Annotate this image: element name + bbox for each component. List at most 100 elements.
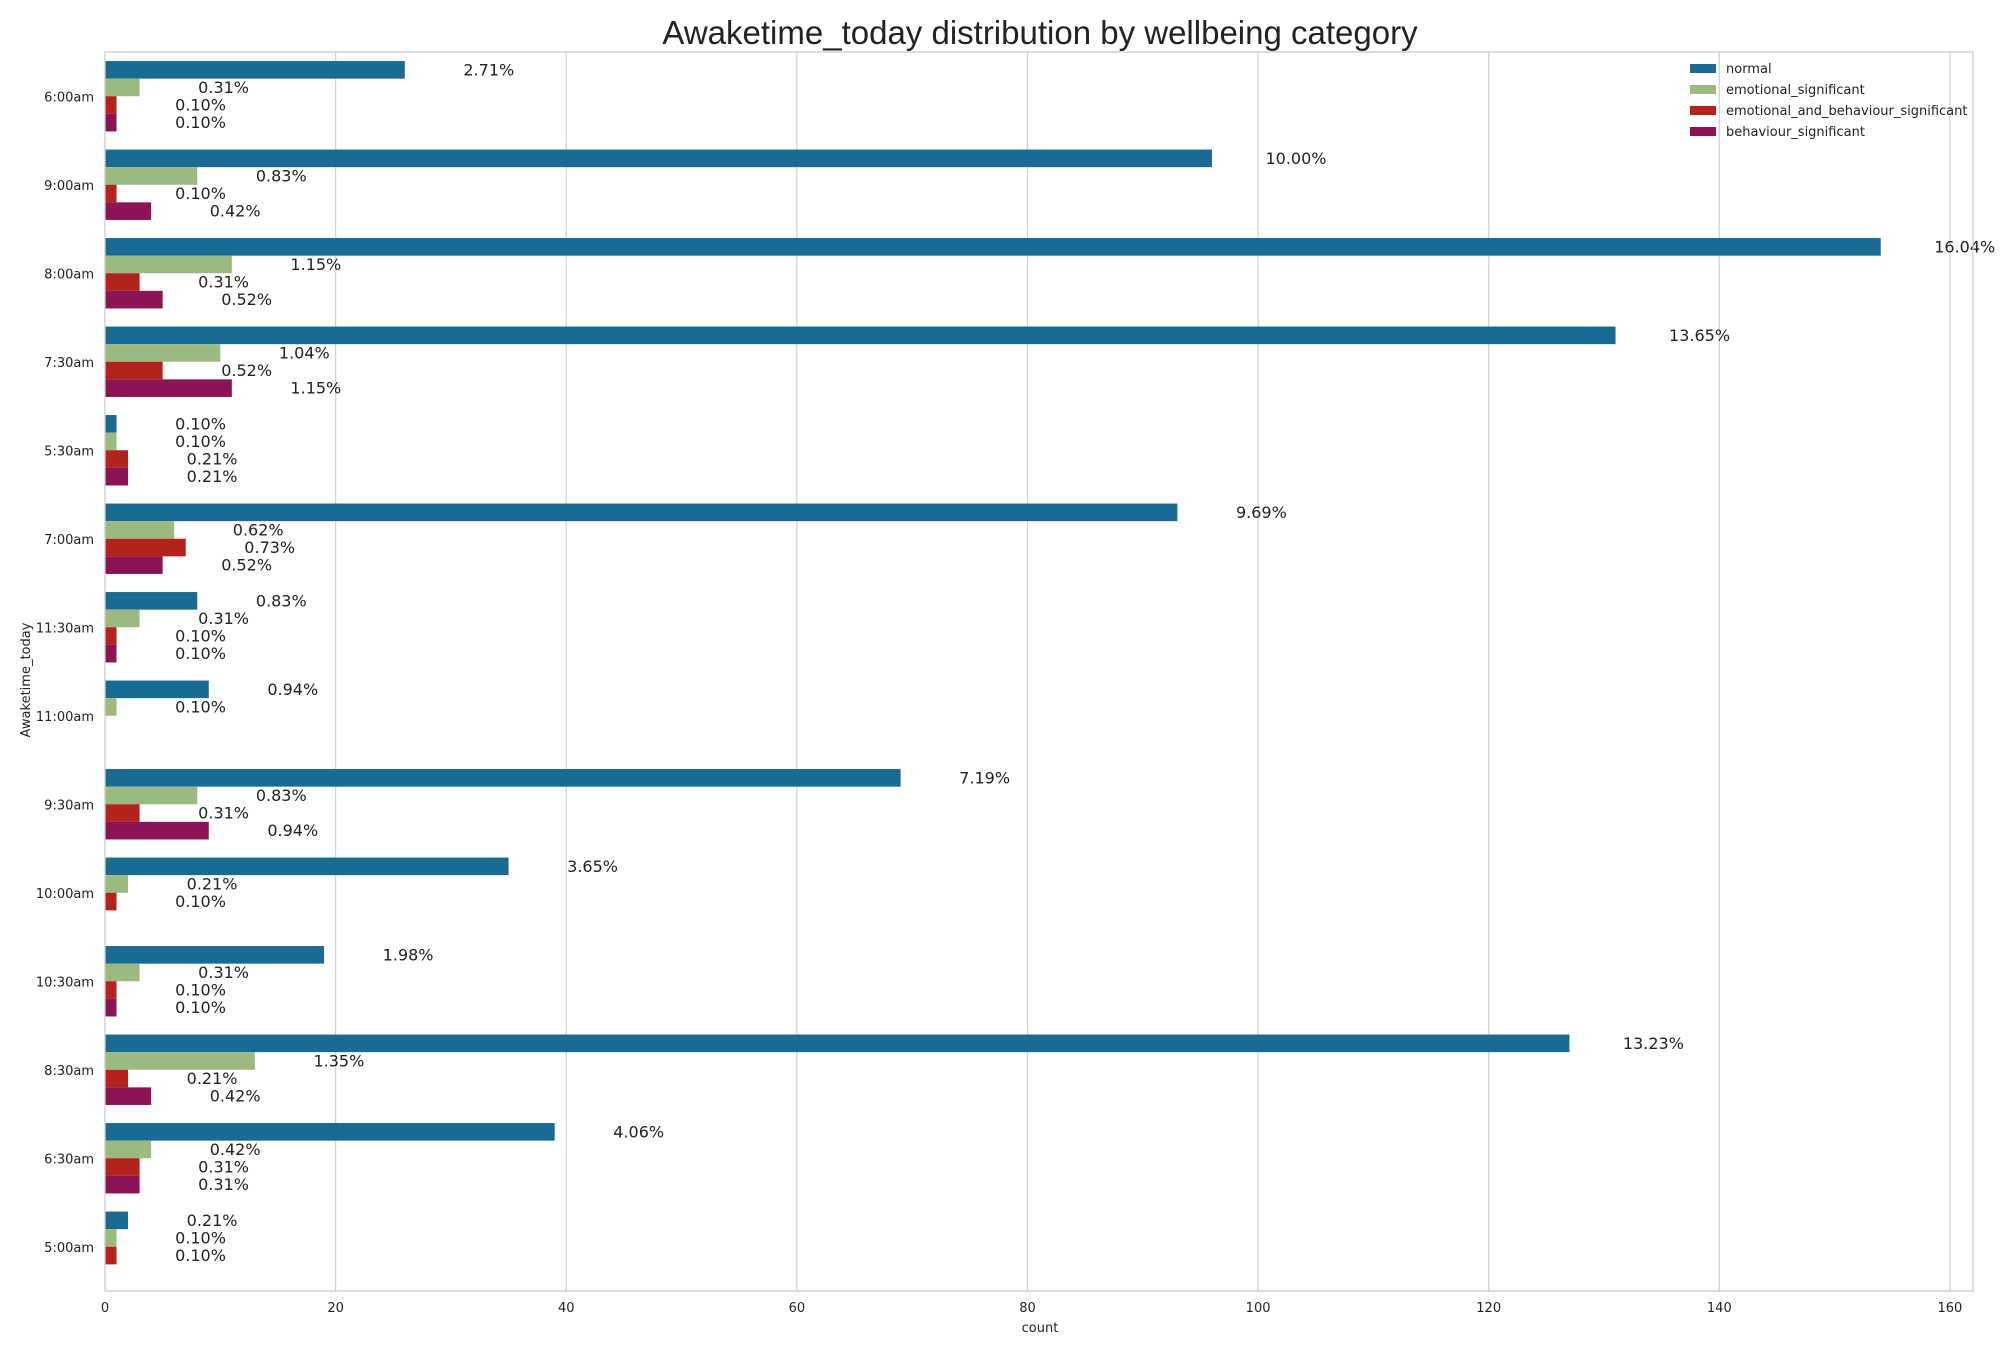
legend-swatch [1690,85,1716,94]
legend-swatch [1690,106,1716,115]
bar [105,556,163,574]
bar [105,769,901,787]
legend: normal emotional_significant emotional_and… [1690,62,1967,140]
bar [105,1123,555,1141]
bar [105,644,117,663]
bar [105,96,117,114]
bar-value-label: 0.94% [267,821,318,840]
bar-value-label: 0.10% [175,998,226,1017]
plot-frame [104,51,1974,1292]
bar-value-label: 0.31% [198,1158,249,1177]
bar-value-label: 1.35% [313,1051,364,1070]
legend-label: behaviour_significant [1726,125,1865,140]
y-tick-label: 7:00am [44,533,94,548]
bar-value-label: 0.10% [175,432,226,451]
y-axis-ticks: 6:00am 9:00am 8:00am 7:30am 5:30am 7:00am 11:3… [36,90,94,1256]
y-axis-label: Awaketime_today [19,622,34,737]
bar-value-label: 13.65% [1669,326,1730,345]
bar-value-label: 0.83% [256,591,307,610]
bar [105,326,1616,345]
x-tick-label: 20 [327,1301,344,1316]
bar-value-label: 0.73% [244,538,295,557]
bar-value-label: 0.10% [175,644,226,663]
bar-value-label: 7.19% [959,768,1010,787]
y-tick-label: 6:00am [44,90,94,105]
chart-title: Awaketime_today distribution by wellbein… [662,14,1418,51]
bar-value-label: 1.98% [383,945,434,964]
bar [105,467,129,486]
bar [105,450,129,468]
bar [105,786,198,805]
bar-value-label: 0.21% [187,1069,238,1088]
y-tick-label: 11:30am [36,621,94,636]
x-tick-label: 140 [1707,1301,1732,1316]
bar-value-label: 0.10% [175,627,226,646]
bar [105,1229,117,1247]
bar-value-label: 16.04% [1934,237,1995,256]
bar [105,1052,255,1070]
bar-value-label: 0.10% [175,184,226,203]
bar [105,892,117,911]
bar-value-label: 0.10% [175,113,226,132]
bar-value-label: 0.31% [198,1175,249,1194]
bar-value-label: 0.21% [187,467,238,486]
bars [105,61,1881,1265]
bar-value-label: 2.71% [463,60,514,79]
bar-value-label: 0.21% [187,874,238,893]
bar-value-label: 1.15% [290,379,341,398]
bar-value-label: 0.42% [210,1087,261,1106]
legend-swatch [1690,127,1716,136]
y-tick-label: 5:00am [44,1241,94,1256]
bar [105,1087,152,1105]
bar [105,804,140,822]
bar [105,432,117,451]
bar [105,946,325,964]
bar-value-label: 0.21% [187,1211,238,1230]
bar [105,113,117,132]
bar [105,290,163,309]
bar [105,1140,152,1159]
y-tick-label: 9:00am [44,179,94,194]
legend-label: emotional_and_behaviour_significant [1726,104,1967,119]
x-tick-label: 160 [1938,1301,1963,1316]
bar-value-label: 0.10% [175,1246,226,1265]
y-tick-label: 7:30am [44,356,94,371]
bar-value-label: 0.21% [187,450,238,469]
legend-label: emotional_significant [1726,83,1865,98]
bar [105,963,140,982]
bar-value-label: 0.10% [175,414,226,433]
bar [105,415,117,433]
bar-value-label: 0.31% [198,804,249,823]
bar-value-label: 1.15% [290,255,341,274]
y-tick-label: 11:00am [36,710,94,725]
bar-value-label: 0.31% [198,78,249,97]
bar [105,344,221,362]
bar [105,1069,129,1088]
bar-value-label: 0.31% [198,609,249,628]
bar [105,998,117,1017]
bar-value-label: 0.83% [256,786,307,805]
bar-value-label: 0.42% [210,1140,261,1159]
bar [105,538,186,557]
x-tick-label: 80 [1019,1301,1036,1316]
x-axis-label: count [1022,1321,1059,1336]
bar-value-label: 0.83% [256,166,307,185]
bar [105,184,117,203]
bar [105,238,1881,256]
bar-value-label: 0.52% [221,290,272,309]
bar [105,680,209,699]
bar-value-label: 0.42% [210,202,261,221]
bar-value-label: 0.31% [198,273,249,292]
x-tick-label: 120 [1476,1301,1501,1316]
bar [105,503,1178,522]
x-tick-label: 60 [789,1301,806,1316]
bar-value-label: 1.04% [279,343,330,362]
x-tick-label: 100 [1246,1301,1271,1316]
grid-lines [334,52,1951,1291]
bar-value-label: 0.52% [221,556,272,575]
x-tick-label: 0 [101,1301,109,1316]
bar-value-labels: 2.71%0.31%0.10%0.10%10.00%0.83%0.10%0.42… [175,60,1995,1265]
bar-value-label: 0.62% [233,520,284,539]
